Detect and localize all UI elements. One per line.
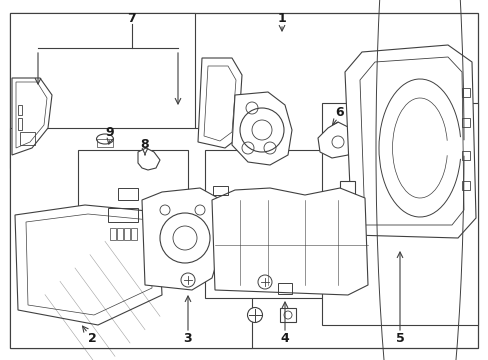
- Bar: [461, 118, 469, 127]
- Bar: [110, 228, 116, 240]
- Polygon shape: [142, 188, 222, 290]
- Bar: [117, 228, 123, 240]
- Bar: [118, 188, 138, 200]
- Bar: [213, 186, 227, 195]
- Text: 4: 4: [280, 332, 289, 345]
- Bar: [10, 13, 195, 168]
- Polygon shape: [231, 92, 291, 165]
- Bar: [20, 132, 35, 145]
- Bar: [96, 139, 113, 147]
- Polygon shape: [317, 122, 354, 158]
- Text: 8: 8: [141, 139, 149, 152]
- Bar: [204, 150, 372, 298]
- Text: 1: 1: [277, 12, 286, 24]
- Text: 9: 9: [105, 126, 114, 139]
- Bar: [461, 181, 469, 190]
- Text: 3: 3: [183, 332, 192, 345]
- Bar: [18, 118, 22, 130]
- Bar: [321, 103, 477, 325]
- Polygon shape: [12, 78, 52, 155]
- Polygon shape: [15, 205, 162, 325]
- Bar: [124, 228, 130, 240]
- Bar: [339, 181, 354, 195]
- Polygon shape: [138, 148, 160, 170]
- Bar: [10, 128, 251, 348]
- Bar: [278, 283, 291, 294]
- Bar: [18, 105, 22, 115]
- Polygon shape: [212, 188, 367, 295]
- Text: 6: 6: [335, 105, 344, 118]
- Bar: [78, 150, 187, 265]
- Bar: [461, 88, 469, 97]
- Polygon shape: [345, 45, 475, 238]
- Text: 5: 5: [395, 332, 404, 345]
- Bar: [280, 308, 295, 322]
- Text: 2: 2: [87, 332, 96, 345]
- Polygon shape: [198, 58, 242, 148]
- Bar: [108, 208, 138, 222]
- Text: 7: 7: [127, 12, 136, 24]
- Ellipse shape: [96, 134, 113, 144]
- Bar: [131, 228, 137, 240]
- Circle shape: [247, 307, 262, 323]
- Bar: [461, 151, 469, 160]
